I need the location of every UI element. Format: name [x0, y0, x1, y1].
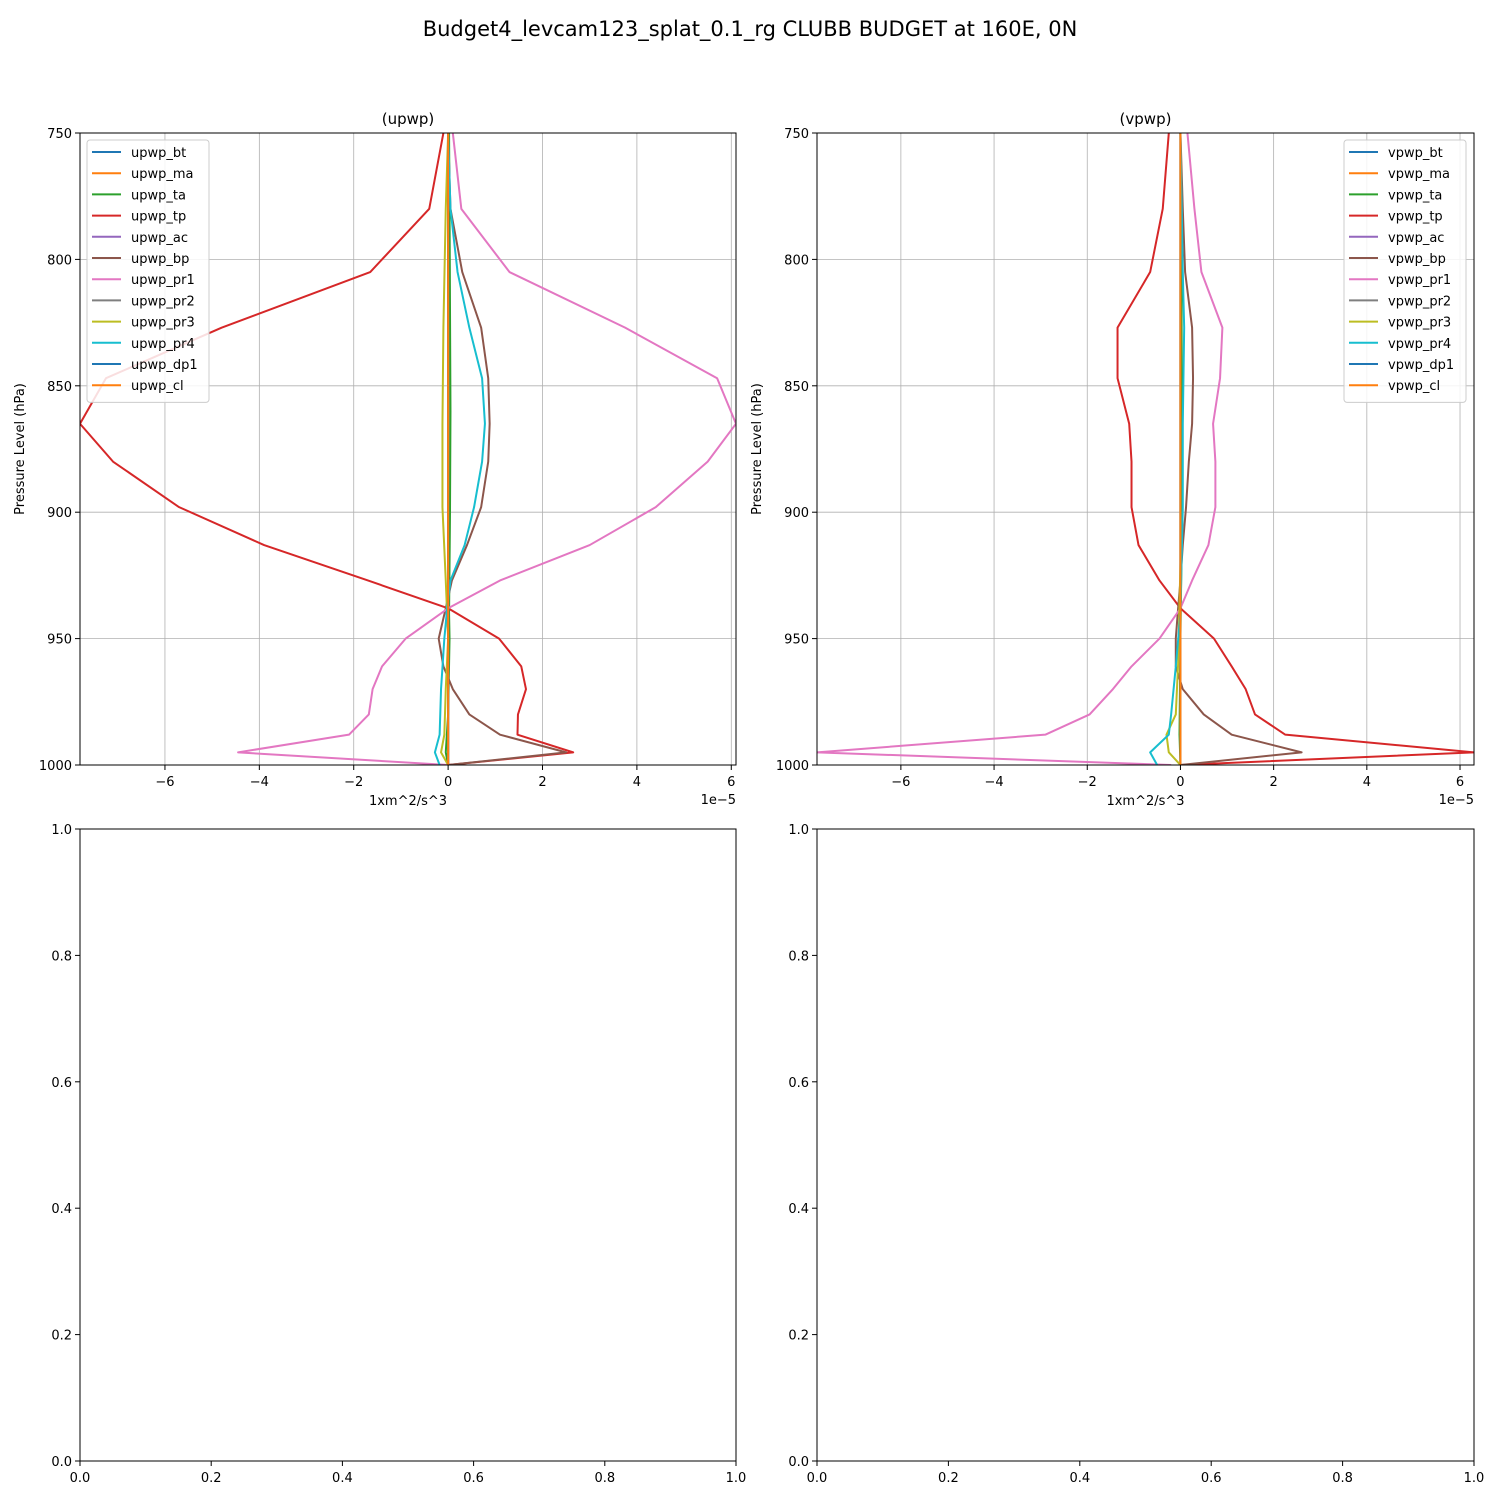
legend-label: vpwp_bp	[1388, 252, 1446, 267]
y-tick-label: 0.6	[788, 1076, 809, 1091]
series-line-vpwp_bp	[1176, 133, 1302, 765]
x-tick-label: 4	[1363, 775, 1371, 790]
legend-label: upwp_bp	[131, 252, 189, 267]
chart-panel-4: 0.0 0.2 0.4 0.6 0.8 1.0 0.0 0.2 0.4 0.6 0.8 1.0	[788, 823, 1484, 1486]
figure-title: Budget4_levcam123_splat_0.1_rg CLUBB BUD…	[423, 17, 1078, 42]
x-tick-label: 0.4	[332, 1471, 353, 1486]
x-tick-label: 0.6	[1201, 1471, 1222, 1486]
y-tick-label: 950	[784, 633, 809, 648]
x-tick-label: 4	[633, 775, 641, 790]
legend-label: upwp_pr4	[131, 337, 195, 352]
axes-frame	[817, 829, 1474, 1461]
legend-label: vpwp_pr3	[1388, 316, 1451, 331]
y-tick-label: 850	[784, 380, 809, 395]
legend-label: vpwp_cl	[1388, 379, 1440, 394]
y-tick-label: 750	[47, 127, 72, 142]
legend-label: vpwp_tp	[1388, 210, 1443, 225]
x-tick-label: 2	[1269, 775, 1277, 790]
y-tick-label: 1.0	[788, 823, 809, 838]
y-tick-label: 1000	[776, 759, 809, 774]
series-line-vpwp_pr1	[817, 133, 1222, 765]
y-tick-label: 900	[47, 506, 72, 521]
legend-label: upwp_ac	[131, 231, 188, 246]
y-tick-label: 0.2	[51, 1329, 72, 1344]
legend-label: vpwp_bt	[1388, 146, 1443, 161]
series-line-vpwp_pr3	[1166, 133, 1180, 765]
axes-frame	[80, 829, 736, 1461]
y-tick-label: 850	[47, 380, 72, 395]
x-tick-label: −2	[1078, 775, 1097, 790]
x-tick-label: 1.0	[726, 1471, 747, 1486]
x-tick-label: −6	[891, 775, 910, 790]
series-line-vpwp_pr4	[1150, 133, 1184, 765]
y-tick-label: 0.8	[788, 949, 809, 964]
legend-label: upwp_bt	[131, 146, 186, 161]
legend-label: vpwp_ma	[1388, 167, 1450, 182]
legend-label: vpwp_ac	[1388, 231, 1444, 246]
legend-label: upwp_ma	[131, 167, 194, 182]
legend-label: vpwp_dp1	[1388, 358, 1454, 373]
y-tick-label: 0.4	[788, 1202, 809, 1217]
y-tick-label: 900	[784, 506, 809, 521]
y-tick-label: 0.2	[788, 1329, 809, 1344]
y-axis-label: Pressure Level (hPa)	[750, 383, 765, 515]
x-tick-label: 0.4	[1069, 1471, 1090, 1486]
x-tick-label: 0.8	[1332, 1471, 1353, 1486]
x-tick-label: 6	[1456, 775, 1464, 790]
series-line-upwp_bp	[439, 133, 566, 765]
y-tick-label: 0.0	[788, 1455, 809, 1470]
x-tick-label: 0.2	[938, 1471, 959, 1486]
legend-label: upwp_pr3	[131, 316, 195, 331]
legend-label: upwp_pr1	[131, 273, 195, 288]
y-tick-label: 1000	[39, 759, 72, 774]
chart-panel-3: 0.0 0.2 0.4 0.6 0.8 1.0 0.0 0.2 0.4 0.6 0.8 1.0	[51, 823, 746, 1486]
legend-label: upwp_pr2	[131, 294, 195, 309]
legend-label: vpwp_pr1	[1388, 273, 1451, 288]
x-tick-label: −4	[984, 775, 1003, 790]
x-tick-label: −2	[344, 775, 363, 790]
legend-label: upwp_cl	[131, 379, 184, 394]
y-tick-label: 0.8	[51, 949, 72, 964]
x-axis-label: 1xm^2/s^3	[1106, 794, 1184, 809]
chart-panel-1: −6 −4 −2 0 2 4 6 750 800 850 900 950 1000 (upwp) 1xm^2…	[13, 110, 736, 809]
panel-title: (vpwp)	[1120, 110, 1172, 128]
x-tick-label: 0	[444, 775, 452, 790]
legend-label: vpwp_pr4	[1388, 337, 1451, 352]
x-tick-label: −4	[250, 775, 269, 790]
y-tick-label: 0.0	[51, 1455, 72, 1470]
y-axis-label: Pressure Level (hPa)	[13, 383, 28, 515]
legend-label: vpwp_ta	[1388, 188, 1442, 203]
legend: upwp_bt upwp_ma upwp_ta upwp_tp upwp_ac upwp_…	[87, 140, 209, 402]
x-tick-label: 0.0	[70, 1471, 91, 1486]
x-tick-label: 0.8	[594, 1471, 615, 1486]
panel-title: (upwp)	[382, 110, 435, 128]
x-tick-label: 1.0	[1464, 1471, 1485, 1486]
x-tick-label: 2	[538, 775, 546, 790]
y-tick-label: 0.6	[51, 1076, 72, 1091]
legend-label: upwp_tp	[131, 210, 186, 225]
x-tick-label: 6	[727, 775, 735, 790]
x-tick-label: 0.6	[463, 1471, 484, 1486]
legend-label: upwp_dp1	[131, 358, 198, 373]
y-tick-label: 800	[784, 253, 809, 268]
chart-panel-2: −6 −4 −2 0 2 4 6 750 800 850 900 950 1000 (vpwp) 1xm^2…	[750, 110, 1474, 809]
x-tick-label: −6	[155, 775, 174, 790]
y-tick-label: 1.0	[51, 823, 72, 838]
x-offset-label: 1e−5	[701, 793, 736, 808]
legend-label: vpwp_pr2	[1388, 294, 1451, 309]
y-tick-label: 0.4	[51, 1202, 72, 1217]
x-offset-label: 1e−5	[1439, 793, 1474, 808]
series-line-upwp_pr1	[238, 133, 736, 765]
y-tick-label: 750	[784, 127, 809, 142]
panels: −6 −4 −2 0 2 4 6 750 800 850 900 950 1000 (upwp) 1xm^2…	[13, 110, 1484, 1486]
legend: vpwp_bt vpwp_ma vpwp_ta vpwp_tp vpwp_ac vpwp_…	[1344, 140, 1466, 402]
x-tick-label: 0.2	[201, 1471, 222, 1486]
legend-label: upwp_ta	[131, 188, 186, 203]
x-tick-label: 0	[1176, 775, 1184, 790]
y-tick-label: 800	[47, 253, 72, 268]
y-tick-label: 950	[47, 633, 72, 648]
x-tick-label: 0.0	[807, 1471, 828, 1486]
x-axis-label: 1xm^2/s^3	[369, 794, 447, 809]
